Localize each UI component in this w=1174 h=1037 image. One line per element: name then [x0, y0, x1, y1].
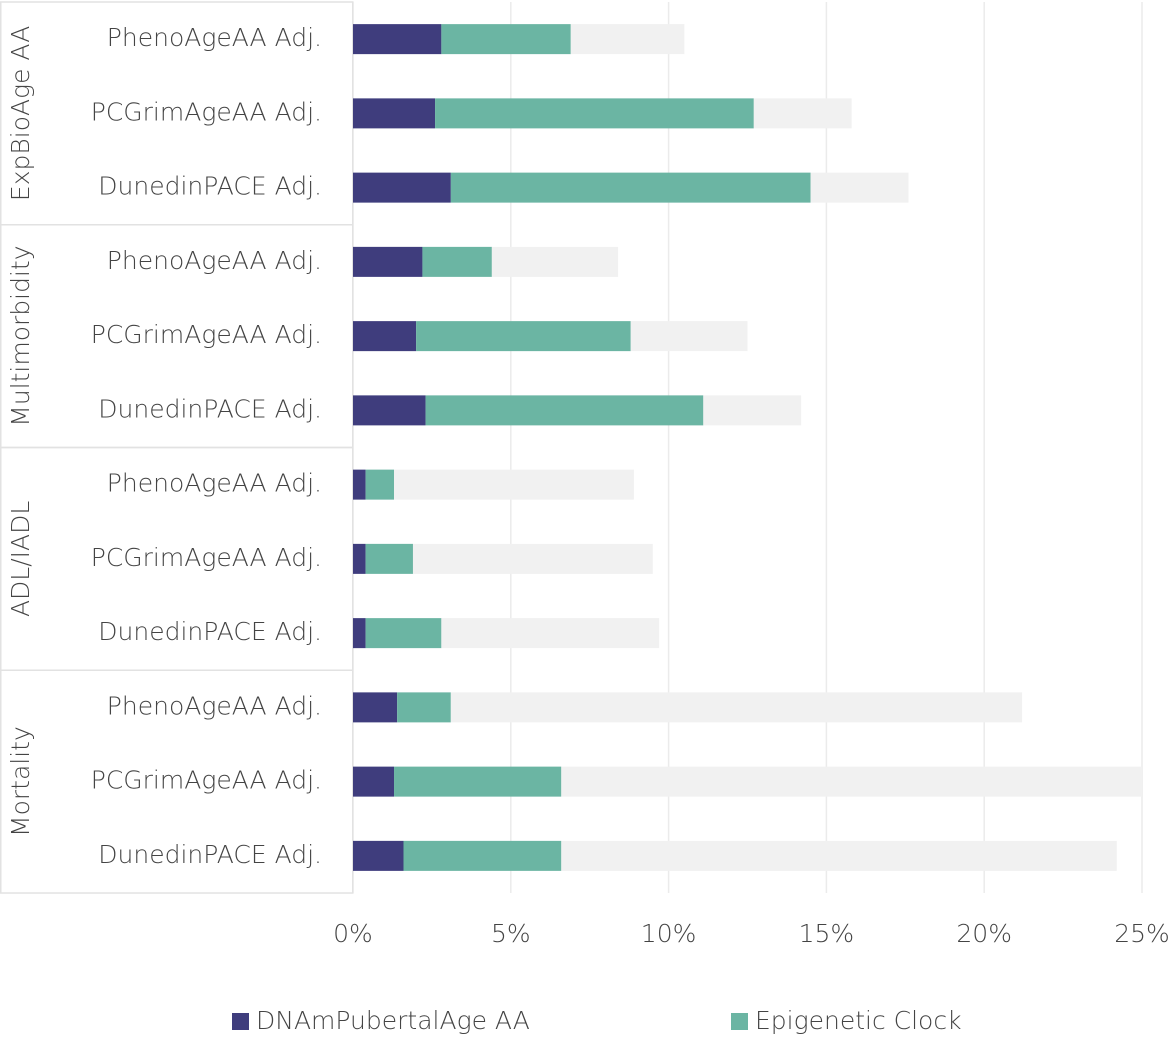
bar-segment	[450, 172, 811, 203]
y-tick-label: PCGrimAgeAA Adj.	[91, 766, 322, 795]
bar-segment	[365, 469, 395, 500]
bar-segment	[365, 618, 442, 649]
x-tick-label: 20%	[956, 919, 1012, 948]
bar-segment	[570, 24, 685, 55]
bar-segment	[353, 692, 398, 723]
bar-segment	[353, 840, 404, 871]
x-tick-label: 15%	[799, 919, 855, 948]
bar-segment	[435, 98, 754, 129]
group-label: ADL/IADL	[6, 501, 35, 617]
bar-segment	[416, 321, 631, 352]
y-tick-label: PhenoAgeAA Adj.	[107, 691, 322, 720]
legend-swatch	[731, 1013, 748, 1030]
x-tick-label: 10%	[641, 919, 697, 948]
bar-segment	[630, 321, 748, 352]
bar-segment	[441, 24, 571, 55]
legend-swatch	[232, 1013, 249, 1030]
legend-label: DNAmPubertalAge AA	[256, 1006, 530, 1035]
y-tick-label: PCGrimAgeAA Adj.	[91, 320, 322, 349]
bar-segment	[353, 543, 366, 574]
bar-segment	[703, 395, 802, 426]
bar-segment	[397, 692, 451, 723]
group-label: Multimorbidity	[6, 245, 35, 426]
y-tick-label: DunedinPACE Adj.	[98, 394, 322, 423]
bar-segment	[491, 246, 619, 277]
y-tick-label: PhenoAgeAA Adj.	[107, 469, 322, 498]
y-tick-label: DunedinPACE Adj.	[98, 840, 322, 869]
bar-segment	[394, 469, 634, 500]
bar-segment	[353, 469, 366, 500]
bar-segment	[403, 840, 562, 871]
legend-label: Epigenetic Clock	[755, 1006, 962, 1035]
bar-segment	[353, 172, 451, 203]
bar-segment	[412, 543, 653, 574]
x-tick-label: 25%	[1114, 919, 1170, 948]
y-tick-label: PCGrimAgeAA Adj.	[91, 543, 322, 572]
x-tick-label: 0%	[333, 919, 373, 948]
y-tick-label: DunedinPACE Adj.	[98, 172, 322, 201]
y-tick-label: PhenoAgeAA Adj.	[107, 246, 322, 275]
bar-segment	[353, 618, 366, 649]
bar-segment	[365, 543, 413, 574]
y-tick-label: PCGrimAgeAA Adj.	[91, 97, 322, 126]
bar-segment	[353, 24, 442, 55]
bar-segment	[353, 395, 426, 426]
bar-segment	[353, 321, 417, 352]
bar-segment	[753, 98, 852, 129]
bar-segment	[353, 246, 423, 277]
bar-segment	[441, 618, 660, 649]
bar-segment	[394, 766, 562, 797]
y-tick-label: DunedinPACE Adj.	[98, 617, 322, 646]
bar-segment	[561, 840, 1117, 871]
group-label: Mortality	[6, 726, 35, 837]
x-tick-label: 5%	[491, 919, 531, 948]
group-label: ExpBioAge AA	[6, 26, 35, 201]
group-box	[0, 669, 354, 894]
bar-segment	[425, 395, 704, 426]
bar-segment	[422, 246, 492, 277]
y-tick-label: PhenoAgeAA Adj.	[107, 23, 322, 52]
bar-segment	[810, 172, 909, 203]
bar-segment	[353, 98, 436, 129]
bar-segment	[353, 766, 395, 797]
bar-segment	[561, 766, 1142, 797]
bar-segment	[450, 692, 1023, 723]
